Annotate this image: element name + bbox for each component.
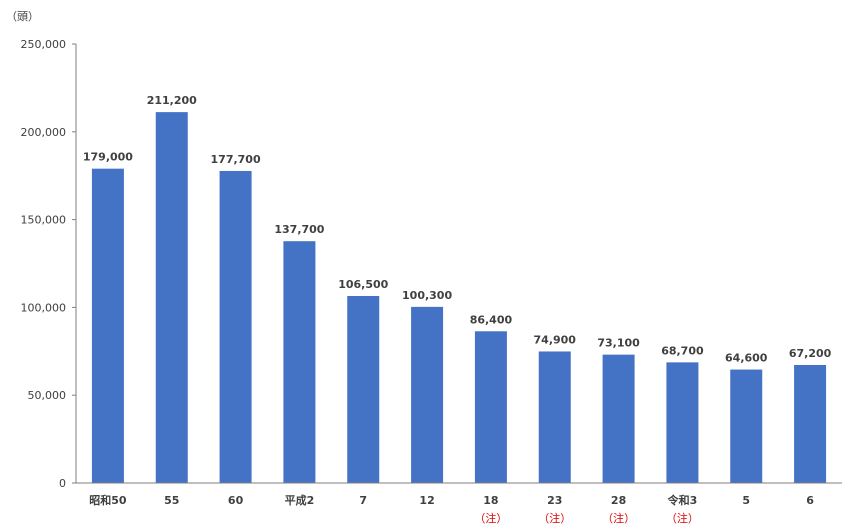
category-note: （注） [538, 511, 571, 525]
bar [219, 170, 252, 483]
category-label: 平成2 [285, 493, 315, 507]
bar [91, 168, 124, 483]
bar [538, 351, 571, 483]
category-label: 12 [419, 494, 434, 507]
y-tick-label: 100,000 [21, 301, 67, 314]
bars [91, 112, 827, 483]
data-label: 100,300 [402, 289, 452, 302]
bar [411, 306, 444, 483]
bar [730, 369, 763, 483]
data-label: 67,200 [789, 347, 832, 360]
y-tick-label: 250,000 [21, 38, 67, 51]
data-label: 64,600 [725, 352, 768, 365]
bar [794, 364, 827, 483]
bar [602, 354, 635, 483]
y-tick-label: 150,000 [21, 214, 67, 227]
y-axis-unit-label: （頭） [6, 10, 39, 23]
category-label: 23 [547, 494, 562, 507]
bar [347, 295, 380, 483]
category-label: 令和3 [667, 493, 698, 507]
category-note: （注） [666, 511, 699, 525]
y-tick-label: 200,000 [21, 126, 67, 139]
category-label: 昭和50 [89, 493, 127, 507]
data-label: 137,700 [274, 223, 324, 236]
category-labels: 昭和50 55 60 平成2 7 12 18 （注） 23 （注） 28 （注） 令和3 （注） 5 6 [89, 493, 814, 525]
category-label: 60 [228, 494, 244, 507]
bar [666, 362, 699, 483]
category-label: 18 [483, 494, 498, 507]
category-note: （注） [602, 511, 635, 525]
y-tick-label: 50,000 [28, 389, 67, 402]
bar [474, 331, 507, 483]
data-labels: 179,000 211,200 177,700 137,700 106,500 100,3… [83, 94, 832, 364]
y-axis-ticks: 0 50,000 100,000 150,000 200,000 250,000 [21, 38, 76, 490]
data-label: 177,700 [211, 153, 261, 166]
data-label: 68,700 [661, 344, 704, 357]
data-label: 179,000 [83, 151, 133, 164]
data-label: 211,200 [147, 94, 197, 107]
data-label: 106,500 [338, 278, 388, 291]
data-label: 73,100 [597, 337, 640, 350]
category-label: 55 [164, 494, 179, 507]
category-label: 28 [611, 494, 626, 507]
category-label: 7 [359, 494, 367, 507]
bar [155, 112, 188, 483]
data-label: 86,400 [470, 313, 513, 326]
category-label: 5 [742, 494, 750, 507]
bar [283, 241, 316, 483]
category-label: 6 [806, 494, 814, 507]
category-note: （注） [474, 511, 507, 525]
data-label: 74,900 [534, 333, 577, 346]
y-tick-label: 0 [59, 477, 66, 490]
